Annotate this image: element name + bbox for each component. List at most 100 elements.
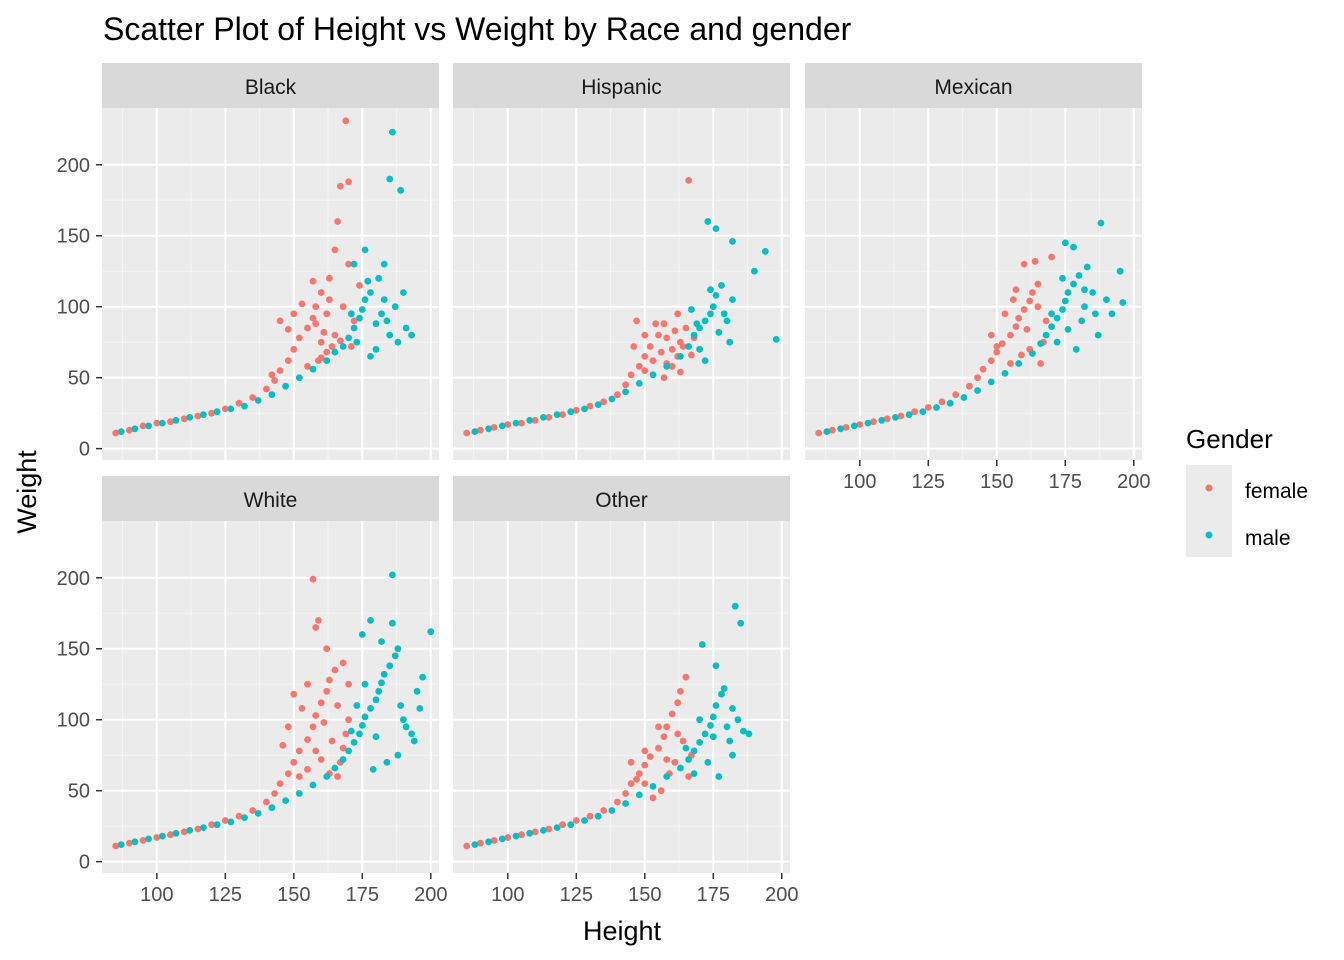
data-point-male (117, 841, 125, 848)
data-point-male (682, 744, 690, 752)
data-point-female (504, 834, 512, 841)
data-point-female (490, 424, 498, 431)
data-point-male (145, 835, 153, 843)
data-point-female (112, 429, 120, 437)
data-point-female (1012, 323, 1020, 330)
data-point-male (823, 428, 831, 435)
chart-title: Scatter Plot of Height vs Weight by Race… (103, 11, 852, 47)
data-point-female (284, 723, 292, 731)
data-point-male (690, 747, 698, 755)
data-point-female (268, 371, 276, 379)
data-point-female (312, 624, 320, 631)
facet-panel-other: Other 100 125 150 175 200 (453, 476, 798, 906)
legend: Gender female male (1186, 424, 1308, 557)
x-tick-label: 150 (277, 884, 310, 906)
data-point-male (696, 345, 703, 353)
panel-background-white (102, 521, 439, 873)
data-point-male (498, 835, 506, 843)
data-point-female (315, 357, 322, 364)
data-point-female (504, 421, 512, 428)
data-point-male (761, 248, 769, 255)
data-point-female (317, 289, 325, 296)
data-point-male (380, 296, 388, 303)
data-point-male (471, 428, 479, 435)
data-point-male (213, 821, 221, 829)
data-point-female (655, 331, 662, 339)
data-point-male (386, 331, 394, 339)
data-point-male (361, 296, 369, 303)
data-point-male (709, 713, 717, 721)
data-point-male (635, 380, 643, 387)
data-point-female (284, 357, 292, 364)
data-point-male (608, 395, 616, 403)
data-point-female (1034, 303, 1042, 311)
data-point-male (397, 702, 404, 709)
data-point-male (707, 286, 714, 294)
data-point-male (723, 317, 731, 325)
data-point-male (729, 296, 736, 303)
data-point-male (1048, 310, 1055, 318)
data-point-female (622, 381, 629, 389)
facet-strip-label-hispanic: Hispanic (581, 76, 662, 99)
data-point-female (518, 831, 525, 839)
data-point-female (641, 331, 649, 339)
data-point-male (372, 345, 380, 353)
data-point-male (383, 317, 391, 325)
data-point-male (581, 405, 588, 413)
data-point-male (878, 416, 886, 424)
data-point-female (633, 317, 640, 325)
x-axis-title: Height (583, 916, 662, 946)
data-point-male (394, 751, 402, 759)
data-point-female (649, 794, 657, 802)
data-point-female (1020, 306, 1028, 313)
data-point-male (709, 733, 717, 741)
data-point-female (304, 324, 311, 332)
data-point-male (1108, 310, 1116, 318)
data-point-female (290, 345, 298, 353)
data-point-female (671, 327, 679, 335)
data-point-female (323, 348, 331, 356)
data-point-female (674, 699, 682, 707)
data-point-male (933, 404, 940, 411)
data-point-female (334, 218, 341, 225)
data-point-male (892, 414, 899, 421)
facets-layer: Black 0 50 100 150 200 Hispanic Mexican 100 125 15… (57, 63, 1150, 906)
data-point-female (586, 402, 594, 410)
data-point-male (685, 756, 692, 763)
data-point-female (663, 756, 671, 763)
data-point-male (408, 331, 415, 339)
data-point-female (326, 274, 333, 282)
data-point-male (729, 705, 736, 712)
data-point-male (350, 260, 358, 268)
data-point-female (641, 747, 649, 755)
data-point-male (158, 419, 166, 427)
x-tick-label: 200 (765, 884, 798, 906)
data-point-female (870, 418, 877, 426)
data-point-female (298, 300, 306, 308)
data-point-female (337, 337, 344, 345)
facet-panel-black: Black 0 50 100 150 200 (57, 63, 439, 461)
y-tick-label: 0 (79, 439, 90, 461)
data-point-female (276, 317, 284, 325)
data-point-male (227, 405, 235, 413)
data-point-male (987, 378, 995, 386)
data-point-male (402, 723, 410, 731)
data-point-female (679, 343, 687, 350)
data-point-male (383, 758, 391, 766)
data-point-male (1053, 314, 1061, 322)
data-point-male (485, 838, 492, 846)
data-point-female (924, 404, 932, 411)
legend-title: Gender (1186, 424, 1273, 454)
data-point-female (312, 712, 320, 719)
facet-strip-black (102, 63, 439, 108)
x-tick-label: 175 (346, 884, 379, 906)
data-point-female (1012, 286, 1020, 294)
data-point-female (345, 260, 352, 268)
y-tick-label: 50 (68, 368, 90, 390)
data-point-male (726, 737, 734, 745)
data-point-male (720, 685, 728, 692)
data-point-male (553, 824, 561, 831)
data-point-female (993, 343, 1001, 350)
panel-background-black (102, 108, 439, 460)
